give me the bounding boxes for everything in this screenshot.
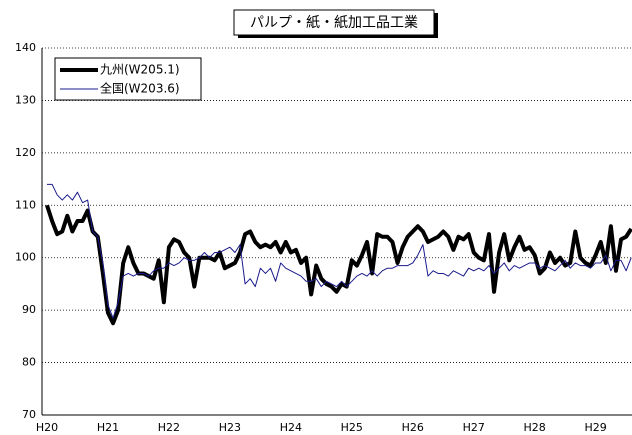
chart-title: パルプ・紙・紙加工品工業 [250,15,418,31]
x-tick-label: H22 [158,421,180,434]
y-tick-label: 130 [15,93,36,106]
y-tick-label: 100 [15,251,36,264]
x-tick-label: H28 [524,421,546,434]
y-tick-label: 120 [15,146,36,159]
y-tick-label: 70 [22,408,36,421]
x-tick-label: H24 [280,421,302,434]
x-tick-label: H21 [97,421,119,434]
x-tick-label: H20 [36,421,58,434]
y-tick-label: 140 [15,41,36,54]
x-tick-label: H29 [584,421,606,434]
x-tick-label: H26 [402,421,424,434]
x-tick-label: H25 [341,421,363,434]
legend-box [54,57,202,101]
x-tick-label: H23 [219,421,241,434]
series-line [47,183,632,319]
x-tick-label: H27 [463,421,485,434]
y-tick-label: 90 [22,303,36,316]
legend-label: 全国(W203.6) [100,81,180,96]
y-tick-label: 80 [22,356,36,369]
legend-label: 九州(W205.1) [100,63,180,77]
title-box [233,9,435,36]
y-tick-label: 110 [15,198,36,211]
series-line [45,204,632,326]
